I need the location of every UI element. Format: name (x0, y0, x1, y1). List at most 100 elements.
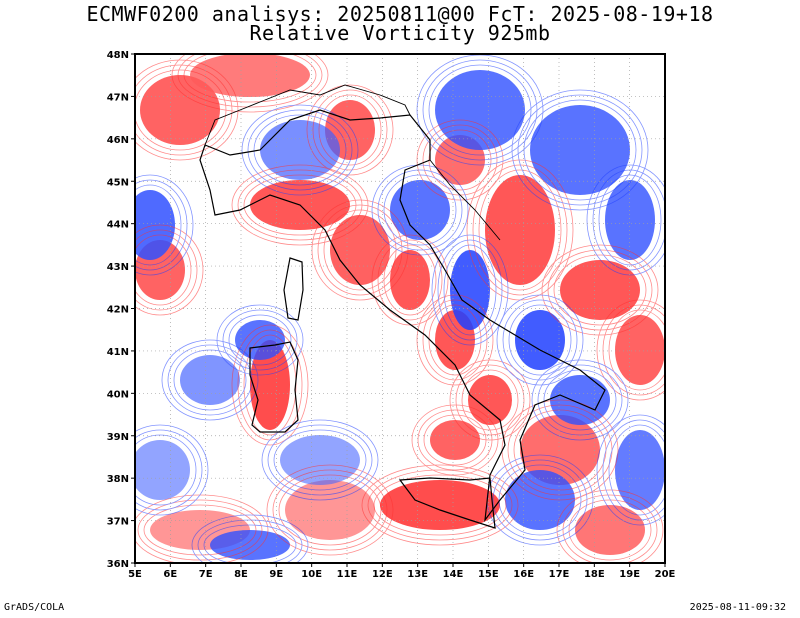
positive-contour-line (135, 64, 233, 156)
positive-contour-line (317, 204, 403, 296)
positive-contour-line (417, 409, 493, 471)
longitude-label: 14E (443, 569, 464, 580)
longitude-label: 10E (301, 569, 322, 580)
negative-vorticity-area (515, 310, 565, 370)
negative-contour-line (383, 174, 457, 246)
latitude-label: 46N (107, 135, 129, 146)
longitude-label: 20E (655, 569, 676, 580)
negative-contour-line (508, 304, 572, 376)
longitude-label: 15E (478, 569, 499, 580)
negative-contour-line (511, 89, 649, 211)
negative-vorticity-area (180, 355, 240, 405)
positive-contour-line (143, 504, 257, 556)
negative-contour-line (253, 114, 347, 186)
positive-vorticity-area (575, 505, 645, 555)
positive-contour-line (266, 464, 394, 556)
positive-contour-line (455, 364, 525, 436)
positive-contour-line (562, 494, 658, 563)
positive-vorticity-area (380, 480, 500, 530)
positive-contour-line (556, 489, 664, 563)
negative-contour-line (502, 299, 578, 381)
positive-contour-line (602, 304, 665, 396)
longitude-label: 7E (199, 569, 213, 580)
positive-contour-line (608, 309, 665, 391)
negative-vorticity-area (530, 105, 630, 195)
longitude-label: 6E (163, 569, 177, 580)
longitude-label: 18E (584, 569, 605, 580)
negative-contour-line (135, 174, 194, 276)
italy-coastline (199, 109, 606, 523)
positive-contour-line (411, 404, 499, 476)
positive-contour-line (231, 164, 369, 246)
negative-contour-line (267, 424, 373, 496)
longitude-label: 16E (513, 569, 534, 580)
latitude-label: 41N (107, 347, 129, 358)
negative-contour-line (135, 429, 203, 511)
negative-contour-line (437, 239, 503, 341)
negative-contour-line (602, 419, 665, 521)
positive-contour-line (383, 244, 437, 316)
latitude-label: 45N (107, 177, 129, 188)
negative-vorticity-area (450, 250, 490, 330)
axis-ticks (131, 53, 666, 567)
longitude-label: 5E (128, 569, 142, 580)
negative-contour-line (228, 314, 292, 366)
positive-contour-line (312, 89, 388, 171)
chart-title-line2: Relative Vorticity 925mb (249, 21, 551, 45)
positive-contour-line (135, 234, 192, 306)
positive-contour-line (231, 324, 309, 446)
negative-contour-line (135, 184, 182, 266)
positive-contour-line (135, 224, 204, 316)
sardinia-coastline (249, 341, 299, 433)
negative-vorticity-area (390, 180, 450, 240)
positive-contour-line (596, 299, 665, 401)
positive-contour-line (478, 169, 562, 291)
latitude-label: 48N (107, 50, 129, 61)
positive-contour-line (361, 464, 519, 546)
negative-contour-line (222, 309, 298, 371)
footer-timestamp: 2025-08-11-09:32 (689, 602, 786, 613)
positive-contour-line (135, 229, 198, 311)
positive-vorticity-area (520, 415, 600, 485)
negative-contour-line (173, 349, 247, 411)
longitude-label: 12E (372, 569, 393, 580)
negative-contour-line (273, 429, 367, 491)
latitude-label: 39N (107, 432, 129, 443)
contour-lines (135, 54, 665, 563)
negative-contour-line (431, 234, 509, 346)
positive-vorticity-area (285, 480, 375, 540)
positive-vorticity-area (485, 175, 555, 285)
longitude-label: 19E (619, 569, 640, 580)
footer-software-credit: GrADS/COLA (4, 602, 65, 613)
chart-title-line1: ECMWF0200 analisys: 20250811@00 FcT: 202… (86, 2, 714, 26)
negative-contour-line (135, 434, 197, 506)
negative-contour-line (197, 519, 303, 563)
country-borders (204, 84, 501, 241)
latitude-label: 37N (107, 517, 129, 528)
positive-vorticity-area (250, 340, 290, 430)
longitude-label: 8E (234, 569, 248, 580)
negative-contour-line (371, 164, 469, 256)
negative-contour-line (135, 179, 188, 271)
latitude-label: 38N (107, 474, 129, 485)
negative-contour-line (161, 339, 259, 421)
positive-contour-line (428, 304, 482, 376)
corsica-coastline (283, 257, 304, 321)
negative-contour-line (203, 524, 297, 563)
latitude-label: 47N (107, 92, 129, 103)
negative-contour-line (191, 514, 309, 563)
coastlines (199, 84, 606, 529)
negative-contour-line (492, 459, 588, 541)
positive-vorticity-area (468, 375, 512, 425)
longitude-label: 11E (337, 569, 358, 580)
positive-contour-line (306, 84, 394, 176)
negative-vorticity-area (505, 470, 575, 530)
latitude-label: 44N (107, 220, 129, 231)
negative-contour-line (596, 414, 665, 526)
negative-contour-line (517, 94, 643, 206)
lat-lon-grid (135, 54, 665, 563)
negative-contour-line (537, 364, 623, 436)
positive-contour-line (373, 474, 507, 536)
sicily-coastline (398, 477, 496, 529)
